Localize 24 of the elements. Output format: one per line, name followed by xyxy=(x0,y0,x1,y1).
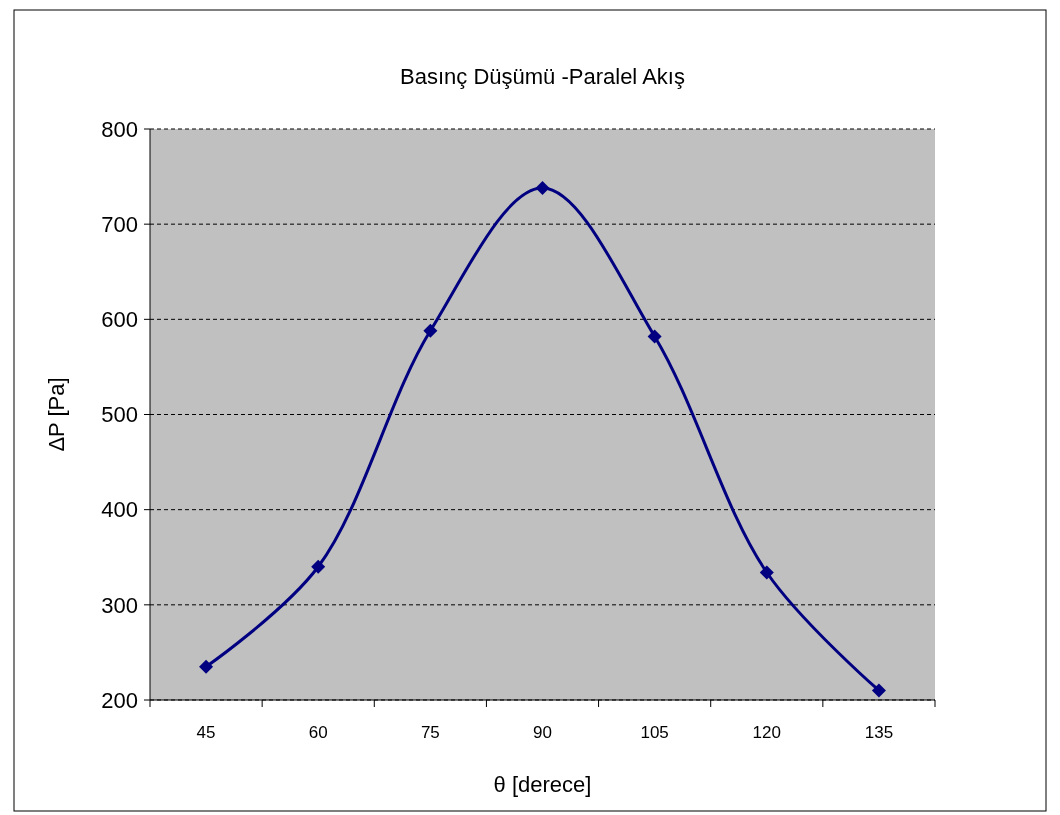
x-tick-label: 120 xyxy=(752,723,781,742)
point xyxy=(871,683,886,698)
x-tick-label: 135 xyxy=(864,723,894,742)
x-axis-title: θ [derece] xyxy=(493,772,592,797)
y-tick-label: 300 xyxy=(101,592,138,618)
chart-title: Basınç Düşümü -Paralel Akış xyxy=(400,64,685,89)
y-tick-label: 500 xyxy=(101,402,138,428)
x-tick-label: 60 xyxy=(308,723,328,742)
point xyxy=(759,565,774,580)
point xyxy=(423,323,438,338)
y-tick-label: 400 xyxy=(101,497,138,523)
x-tick-label: 75 xyxy=(420,723,440,742)
y-tick-label: 600 xyxy=(101,307,138,333)
y-tick-label: 800 xyxy=(101,116,138,142)
point xyxy=(199,659,214,674)
point xyxy=(535,181,550,195)
x-tick-label: 90 xyxy=(533,723,552,742)
x-tick-label: 45 xyxy=(196,723,216,742)
x-tick-label: 105 xyxy=(640,723,669,742)
point xyxy=(647,329,662,344)
y-tick-label: 200 xyxy=(101,687,138,713)
y-tick-label: 700 xyxy=(101,211,138,237)
point xyxy=(311,559,326,574)
y-axis-title: ΔP [Pa] xyxy=(44,377,69,452)
